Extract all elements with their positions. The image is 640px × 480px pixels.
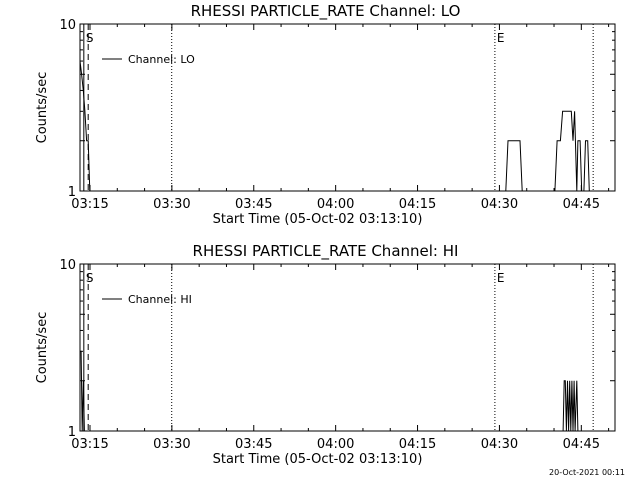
event-marker-label: E xyxy=(497,271,505,285)
chart-title: RHESSI PARTICLE_RATE Channel: HI xyxy=(193,242,459,261)
x-tick-label: 04:15 xyxy=(399,197,436,212)
chart-title: RHESSI PARTICLE_RATE Channel: LO xyxy=(191,2,461,21)
plot-frame xyxy=(79,23,616,192)
x-tick-label: 04:45 xyxy=(563,197,600,212)
y-tick-label: 1 xyxy=(68,185,76,200)
event-marker-label: E xyxy=(497,31,505,45)
footer-timestamp: 20-Oct-2021 00:11 xyxy=(549,468,625,477)
chart-panel-lo: RHESSI PARTICLE_RATE Channel: LO 03:15 03:… xyxy=(35,2,616,227)
x-tick-label: 03:15 xyxy=(71,437,108,452)
y-axis-label: Counts/sec xyxy=(35,312,50,384)
chart-panel-hi: RHESSI PARTICLE_RATE Channel: HI 03:15 03:… xyxy=(35,242,616,467)
y-tick-label: 1 xyxy=(68,425,76,440)
series-line xyxy=(80,350,579,432)
y-tick-label: 10 xyxy=(59,18,76,33)
x-axis-label: Start Time (05-Oct-02 03:13:10) xyxy=(213,212,423,227)
legend-label: Channel: HI xyxy=(128,293,192,306)
x-tick-label: 03:45 xyxy=(235,437,272,452)
event-marker-label: S xyxy=(86,31,94,45)
x-tick-label: 03:30 xyxy=(153,437,190,452)
y-axis-label: Counts/sec xyxy=(35,72,50,144)
x-tick-label: 03:45 xyxy=(235,197,272,212)
x-axis-label: Start Time (05-Oct-02 03:13:10) xyxy=(213,452,423,467)
event-marker-label: S xyxy=(86,271,94,285)
x-tick-label: 04:30 xyxy=(481,437,518,452)
x-tick-label: 04:15 xyxy=(399,437,436,452)
x-tick-label: 04:00 xyxy=(317,437,354,452)
x-tick-label: 03:30 xyxy=(153,197,190,212)
x-tick-label: 04:45 xyxy=(563,437,600,452)
y-tick-label: 10 xyxy=(59,258,76,273)
x-tick-label: 03:15 xyxy=(71,197,108,212)
series-line xyxy=(79,60,590,192)
legend-label: Channel: LO xyxy=(128,53,195,66)
x-tick-label: 04:00 xyxy=(317,197,354,212)
x-tick-label: 04:30 xyxy=(481,197,518,212)
plot-frame xyxy=(79,263,616,432)
